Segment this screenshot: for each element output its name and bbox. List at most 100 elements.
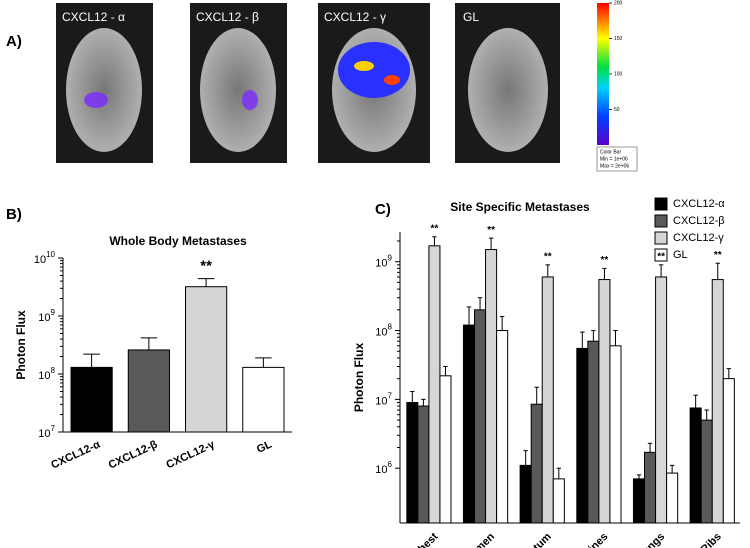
y-tick-exponent: 9	[388, 254, 393, 263]
x-tick-label: CXCL12-β	[107, 438, 160, 471]
image-label: CXCL12 - γ	[324, 10, 386, 24]
mouse	[200, 28, 276, 152]
image-label: GL	[463, 10, 479, 24]
y-tick-base: 10	[375, 326, 387, 338]
y-tick-label: 107	[38, 424, 55, 440]
significance: **	[431, 223, 439, 234]
significance: **	[200, 258, 212, 275]
x-tick-label: Intestines	[566, 531, 611, 548]
y-tick-exponent: 7	[51, 424, 56, 433]
bar	[417, 405, 430, 524]
bar	[462, 324, 476, 524]
x-tick-label: Abdomen	[453, 531, 498, 548]
bar	[70, 366, 113, 433]
y-axis-label: Photon Flux	[14, 310, 28, 380]
bar	[576, 347, 589, 524]
bar	[496, 330, 509, 524]
image-label: CXCL12 - β	[196, 10, 259, 24]
legend-label: CXCL12-γ	[673, 232, 724, 244]
y-tick-base: 10	[38, 312, 50, 324]
bar	[439, 375, 452, 524]
y-tick-exponent: 7	[388, 391, 393, 400]
legend-swatch	[654, 248, 668, 262]
x-tick-label: CXCL12-α	[49, 438, 102, 471]
legend-label: CXCL12-β	[673, 215, 725, 227]
colorbar-tick-label: 100	[614, 71, 623, 77]
mouse	[468, 28, 548, 152]
y-tick-label: 107	[375, 391, 392, 407]
x-tick-label: Ribs	[698, 531, 723, 548]
colorbar-tick-label: 200	[614, 0, 623, 6]
y-tick-base: 10	[375, 395, 387, 407]
legend-label: GL	[673, 249, 688, 261]
y-axis-label: Photon Flux	[352, 343, 366, 413]
bar	[474, 309, 487, 524]
legend-swatch	[654, 214, 668, 228]
y-tick-exponent: 9	[51, 308, 56, 317]
x-tick-label: CXCL12-γ	[164, 438, 217, 471]
bar	[552, 478, 565, 524]
bar	[722, 378, 735, 524]
bar	[666, 472, 679, 524]
x-tick-label: Chest	[410, 530, 440, 548]
legend-swatch	[654, 231, 668, 245]
significance: **	[487, 225, 495, 236]
y-tick-base: 10	[375, 464, 387, 476]
bar	[185, 286, 228, 433]
significance: **	[657, 251, 665, 262]
bar	[587, 340, 600, 524]
bar	[655, 276, 668, 524]
y-tick-base: 10	[34, 254, 46, 266]
bar	[242, 366, 285, 433]
bar	[711, 279, 724, 524]
chart-title: Site Specific Metastases	[450, 200, 590, 214]
signal	[84, 92, 108, 108]
bar	[700, 419, 713, 524]
colorbar-note: Max = 2e+06	[600, 163, 629, 169]
mouse-images: CXCL12 - α CXCL12 - β CXCL12 - γ GL	[56, 3, 560, 163]
y-tick-base: 10	[38, 370, 50, 382]
bar	[644, 451, 657, 524]
x-tick-label: Omentum	[509, 531, 554, 548]
y-tick-exponent: 6	[388, 460, 393, 469]
colorbar-note: Color Bar	[600, 149, 621, 155]
chart-title: Whole Body Metastases	[109, 234, 247, 248]
y-tick-exponent: 8	[388, 323, 393, 332]
image-label: CXCL12 - α	[62, 10, 125, 24]
y-tick-base: 10	[38, 428, 50, 440]
signal	[384, 75, 400, 85]
legend-label: CXCL12-α	[673, 198, 725, 210]
bar	[598, 279, 611, 524]
colorbar-tick-label: 50	[614, 107, 620, 113]
colorbar	[597, 3, 609, 145]
bar	[609, 345, 622, 524]
y-tick-exponent: 10	[46, 250, 55, 259]
colorbar-tick-label: 150	[614, 36, 623, 42]
bar	[485, 249, 498, 524]
x-tick-label: Lungs	[635, 531, 667, 548]
y-tick-label: 108	[38, 366, 55, 382]
colorbar-note: Min = 1e+06	[600, 156, 628, 162]
bar	[530, 403, 543, 524]
legend-swatch	[654, 197, 668, 211]
x-tick-label: GL	[255, 438, 274, 455]
panel-label: C)	[375, 201, 391, 218]
y-tick-exponent: 8	[51, 366, 56, 375]
colorbar-note-box	[596, 146, 638, 172]
bar	[632, 478, 646, 524]
significance: **	[601, 255, 609, 266]
bar	[541, 276, 554, 524]
panel-label: A)	[6, 33, 22, 50]
y-tick-label: 108	[375, 323, 392, 339]
signal	[354, 61, 374, 71]
mouse	[66, 28, 142, 152]
signal	[338, 42, 410, 98]
y-tick-label: 109	[375, 254, 392, 270]
y-tick-label: 1010	[34, 250, 56, 266]
bar	[127, 349, 170, 433]
panel-label: B)	[6, 206, 22, 223]
y-tick-label: 109	[38, 308, 55, 324]
bar	[428, 245, 441, 524]
signal	[242, 90, 258, 110]
